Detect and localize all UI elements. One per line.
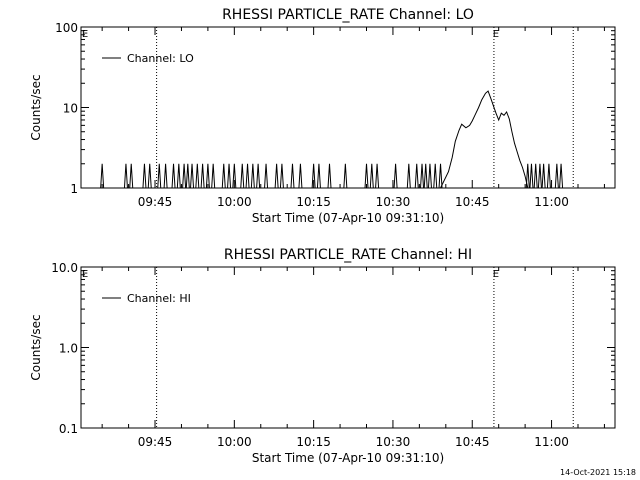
- y-tick-label: 1.0: [59, 342, 78, 356]
- series-spike: [274, 163, 279, 189]
- x-axis-label: Start Time (07-Apr-10 09:31:10): [252, 451, 444, 465]
- series-spike: [414, 163, 419, 189]
- x-tick-label: 11:00: [534, 435, 569, 449]
- x-tick-label: 10:30: [376, 195, 411, 209]
- legend-label: Channel: LO: [127, 52, 194, 65]
- y-tick-label: 0.1: [59, 422, 78, 436]
- series-spike: [559, 163, 564, 189]
- y-axis-label: Counts/sec: [29, 74, 43, 140]
- series-spike: [298, 163, 303, 189]
- series-spike: [393, 163, 398, 189]
- series-spike: [438, 163, 443, 189]
- series-spike: [343, 163, 348, 189]
- series-spike: [423, 163, 428, 189]
- series-spike: [171, 163, 176, 189]
- x-tick-label: 09:45: [138, 195, 173, 209]
- x-tick-label: 10:30: [376, 435, 411, 449]
- series-spike: [163, 163, 168, 189]
- y-tick-label: 10.0: [51, 261, 78, 275]
- series-spike: [279, 163, 284, 189]
- panel-channel-lo: RHESSI PARTICLE_RATE Channel: LO 09:45 10:…: [29, 7, 616, 225]
- series-spike: [157, 163, 162, 189]
- series-spike: [185, 163, 190, 189]
- series-spike: [327, 163, 332, 189]
- series-spike: [364, 163, 369, 189]
- series-spike: [182, 163, 187, 189]
- series-spike: [533, 163, 538, 189]
- time-marker-label: E: [493, 269, 499, 280]
- y-tick-label: 1: [70, 182, 78, 196]
- series-spike: [375, 163, 380, 189]
- x-tick-label: 10:00: [217, 195, 252, 209]
- series-spike: [200, 163, 205, 189]
- series-spike: [232, 163, 237, 189]
- series-spike: [147, 163, 152, 189]
- series-spike: [529, 163, 534, 189]
- series-spike: [240, 163, 245, 189]
- series-spike: [541, 163, 546, 189]
- series-spike: [554, 163, 559, 189]
- series-spike: [250, 163, 255, 189]
- time-marker-label: E: [82, 269, 88, 280]
- series-spike: [406, 163, 411, 189]
- series-spike: [142, 163, 147, 189]
- series-spike: [369, 163, 374, 189]
- series-spike: [546, 163, 551, 189]
- chart-title: RHESSI PARTICLE_RATE Channel: HI: [224, 247, 472, 263]
- series-spike: [123, 163, 128, 189]
- series-spike: [176, 163, 181, 189]
- x-tick-label: 10:00: [217, 435, 252, 449]
- y-tick-label: 100: [55, 21, 78, 35]
- chart-title: RHESSI PARTICLE_RATE Channel: LO: [222, 7, 474, 23]
- series-spike: [245, 163, 250, 189]
- panel-channel-hi: RHESSI PARTICLE_RATE Channel: HI 09:45 10:…: [29, 247, 616, 465]
- series-spike: [427, 163, 432, 189]
- x-tick-label: 10:15: [296, 435, 331, 449]
- series-line: [440, 90, 529, 189]
- series-spike: [221, 163, 226, 189]
- series-spike: [190, 163, 195, 189]
- y-tick-label: 10: [63, 102, 78, 116]
- x-tick-label: 10:45: [455, 435, 490, 449]
- series-spike: [264, 163, 269, 189]
- series-spike: [195, 163, 200, 189]
- series-spike: [316, 163, 321, 189]
- y-axis-label: Counts/sec: [29, 314, 43, 380]
- x-axis-label: Start Time (07-Apr-10 09:31:10): [252, 211, 444, 225]
- series-spike: [420, 163, 425, 189]
- series-spike: [525, 163, 530, 189]
- series-spike: [537, 163, 542, 189]
- series-spike: [227, 163, 232, 189]
- series-spike: [100, 163, 105, 189]
- footer-timestamp: 14-Oct-2021 15:18: [560, 468, 636, 477]
- series-spike: [129, 163, 134, 189]
- time-marker-label: E: [82, 29, 88, 40]
- series-spike: [311, 163, 316, 189]
- series-spike: [256, 163, 261, 189]
- x-tick-label: 11:00: [534, 195, 569, 209]
- series-spike: [433, 163, 438, 189]
- series-spike: [290, 163, 295, 189]
- series-spike: [205, 163, 210, 189]
- x-tick-label: 10:45: [455, 195, 490, 209]
- series-spike: [211, 163, 216, 189]
- legend-label: Channel: HI: [127, 292, 191, 305]
- x-tick-label: 09:45: [138, 435, 173, 449]
- x-tick-label: 10:15: [296, 195, 331, 209]
- time-marker-label: E: [493, 29, 499, 40]
